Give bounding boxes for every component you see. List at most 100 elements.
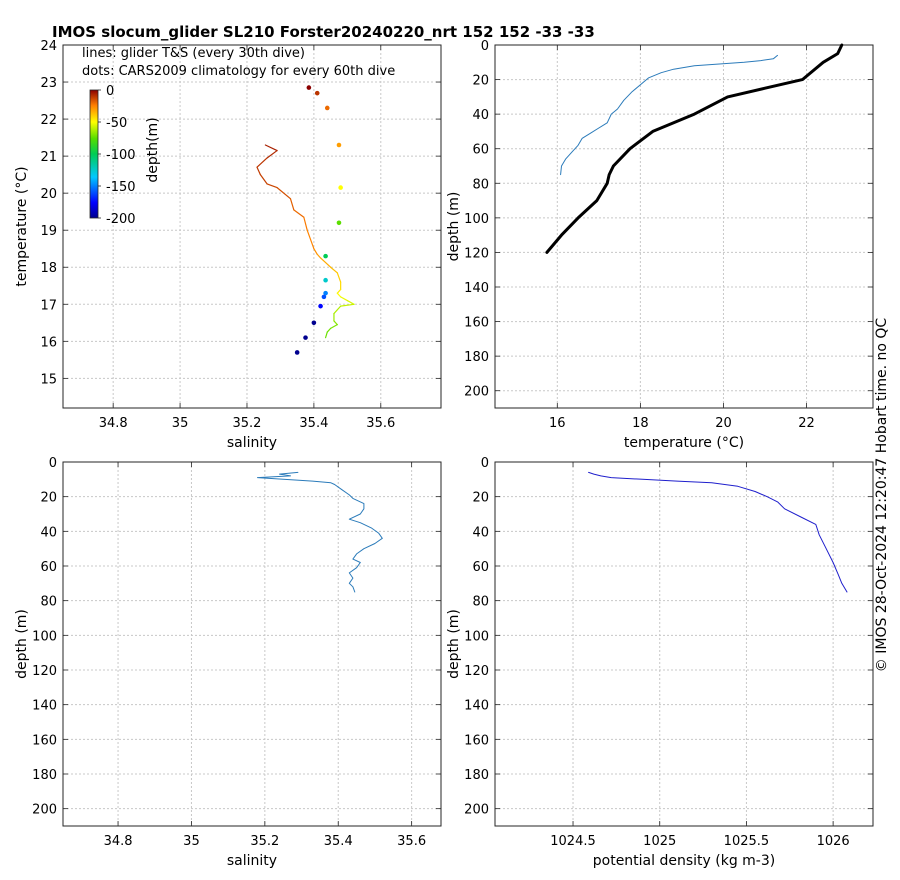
y-tick-label: 160 bbox=[464, 733, 489, 748]
y-tick-label: 100 bbox=[464, 212, 489, 227]
y-tick-label: 180 bbox=[464, 350, 489, 365]
ts-line-segment bbox=[333, 320, 338, 326]
colorbar-tick-label: -100 bbox=[106, 148, 136, 163]
y-tick-label: 20 bbox=[472, 491, 489, 506]
y-tick-label: 200 bbox=[464, 803, 489, 818]
climatology-dot bbox=[338, 185, 343, 190]
y-tick-label: 80 bbox=[472, 177, 489, 192]
ts-line-segment bbox=[333, 305, 342, 315]
y-tick-label: 100 bbox=[32, 629, 57, 644]
climatology-dot bbox=[318, 303, 323, 309]
ts-diagram-panel: 34.8 35 35.2 35.4 35.6 15 16 17 18 19 20 21 22 23 24 sa… bbox=[14, 39, 442, 451]
x-tick-label: 18 bbox=[632, 416, 649, 431]
ts-line-segment bbox=[293, 209, 305, 218]
ts-line-segment bbox=[259, 174, 268, 185]
x-tick-label: 22 bbox=[798, 416, 815, 431]
ts-line-segment bbox=[289, 198, 295, 211]
y-tick-label: 40 bbox=[472, 108, 489, 123]
y-tick-label: 22 bbox=[40, 113, 57, 128]
y-tick-label: 17 bbox=[40, 298, 57, 313]
ts-line-segment bbox=[340, 303, 355, 307]
axes-frame bbox=[494, 461, 874, 827]
y-tick-label: 60 bbox=[472, 560, 489, 575]
y-tick-label: 20 bbox=[472, 74, 489, 89]
y-tick-label: 20 bbox=[40, 187, 57, 202]
y-tick-label: 180 bbox=[464, 768, 489, 783]
y-tick-label: 120 bbox=[464, 246, 489, 261]
y-tick-label: 0 bbox=[481, 39, 489, 54]
x-tick-label: 20 bbox=[715, 416, 732, 431]
y-axis-label: depth (m) bbox=[446, 192, 462, 262]
x-tick-label: 35.4 bbox=[324, 834, 353, 849]
ts-line-segment bbox=[256, 166, 261, 176]
x-tick-label: 1025.5 bbox=[724, 834, 770, 849]
y-tick-label: 40 bbox=[40, 525, 57, 540]
x-tick-label: 35.6 bbox=[397, 834, 426, 849]
x-axis-label: potential density (kg m-3) bbox=[593, 853, 775, 869]
ts-line-segment bbox=[266, 149, 278, 159]
salinity-depth-panel: 34.8 35 35.2 35.4 35.6 0 20 40 60 80 100 120 140 160 1… bbox=[14, 456, 442, 869]
ts-line-segment bbox=[256, 157, 268, 168]
climatology-dot bbox=[321, 294, 327, 300]
y-tick-label: 80 bbox=[40, 595, 57, 610]
glider-profile-line bbox=[257, 471, 383, 593]
ts-line-segment bbox=[346, 299, 355, 305]
ts-line-segment bbox=[276, 187, 292, 200]
climatology-dot bbox=[303, 335, 308, 340]
colorbar-tick-label: 0 bbox=[106, 84, 114, 99]
colorbar-tick-label: -50 bbox=[106, 116, 127, 131]
y-tick-label: 0 bbox=[49, 456, 57, 471]
y-tick-label: 0 bbox=[481, 456, 489, 471]
y-tick-label: 120 bbox=[464, 664, 489, 679]
x-tick-label: 16 bbox=[549, 416, 566, 431]
ts-line-segment bbox=[316, 253, 322, 259]
figure-title: IMOS slocum_glider SL210 Forster20240220… bbox=[52, 23, 595, 41]
climatology-dot bbox=[323, 277, 328, 283]
y-tick-label: 200 bbox=[464, 385, 489, 400]
x-axis-label: salinity bbox=[227, 435, 277, 451]
climatology-dot bbox=[336, 142, 342, 148]
ts-line-segment bbox=[266, 183, 278, 189]
y-axis-label: depth (m) bbox=[14, 609, 30, 679]
y-tick-label: 60 bbox=[40, 560, 57, 575]
x-axis-label: temperature (°C) bbox=[624, 435, 744, 451]
y-tick-label: 140 bbox=[32, 699, 57, 714]
ts-line-segment bbox=[336, 292, 342, 298]
y-tick-label: 160 bbox=[464, 316, 489, 331]
y-tick-label: 180 bbox=[32, 768, 57, 783]
y-tick-label: 18 bbox=[40, 261, 57, 276]
legend-line: dots: CARS2009 climatology for every 60t… bbox=[82, 64, 395, 79]
ts-line-segment bbox=[264, 144, 278, 152]
y-tick-label: 140 bbox=[464, 699, 489, 714]
colorbar bbox=[89, 89, 99, 219]
ts-line-segment bbox=[319, 257, 332, 268]
y-tick-label: 16 bbox=[40, 335, 57, 350]
ts-line-segment bbox=[336, 288, 342, 294]
ts-line-segment bbox=[340, 296, 348, 302]
climatology-dot bbox=[294, 350, 300, 355]
ts-line-segment bbox=[313, 248, 318, 255]
y-tick-label: 20 bbox=[40, 491, 57, 506]
ts-line-segment bbox=[326, 327, 332, 333]
axes-frame bbox=[62, 44, 442, 409]
x-tick-label: 35.2 bbox=[250, 834, 279, 849]
x-tick-label: 35.4 bbox=[299, 416, 328, 431]
x-tick-label: 34.8 bbox=[104, 834, 133, 849]
x-tick-label: 34.8 bbox=[99, 416, 128, 431]
x-tick-label: 35 bbox=[183, 834, 200, 849]
colorbar-tick-label: -200 bbox=[106, 212, 136, 227]
temperature-depth-panel: 16 18 20 22 0 20 40 60 80 100 120 140 160 180 200 tempe… bbox=[446, 39, 874, 451]
axes-frame bbox=[494, 44, 874, 409]
y-tick-label: 120 bbox=[32, 664, 57, 679]
glider-profile-line bbox=[588, 471, 848, 593]
y-tick-label: 100 bbox=[464, 629, 489, 644]
climatology-dot bbox=[323, 290, 328, 296]
x-axis-label: salinity bbox=[227, 853, 277, 869]
y-tick-label: 19 bbox=[40, 224, 57, 239]
y-tick-label: 140 bbox=[464, 281, 489, 296]
density-depth-panel: 1024.5 1025 1025.5 1026 0 20 40 60 80 100 120 140 16… bbox=[446, 456, 874, 869]
axes-frame bbox=[62, 461, 442, 827]
y-tick-label: 15 bbox=[40, 372, 57, 387]
y-tick-label: 80 bbox=[472, 595, 489, 610]
y-tick-label: 40 bbox=[472, 525, 489, 540]
